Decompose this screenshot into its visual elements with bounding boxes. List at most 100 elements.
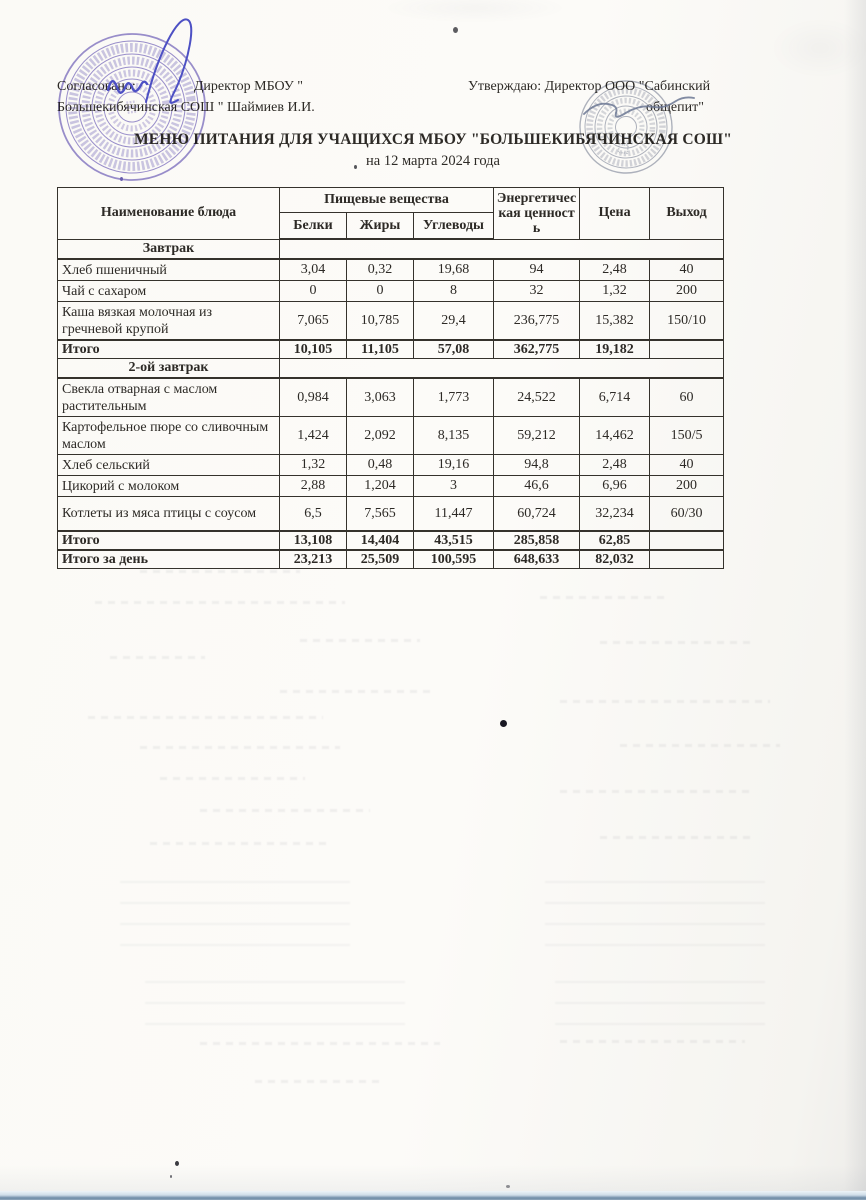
menu-row: Картофельное пюре со сливочным маслом 1,… (57, 416, 725, 455)
carbs-value: 29,4 (412, 301, 495, 341)
fat-value: 7,565 (346, 496, 414, 532)
protein-value: 3,04 (279, 258, 347, 281)
bleedthrough-line (255, 1080, 380, 1083)
output-value: 150/5 (649, 416, 725, 455)
dish-name: Хлеб пшеничный (57, 258, 280, 281)
dish-name: Картофельное пюре со сливочным маслом (57, 416, 280, 455)
protein-value: 0,984 (279, 377, 347, 417)
bleedthrough-line (110, 656, 205, 659)
bleedthrough-line (540, 596, 670, 599)
agreed-right-text: Директор МБОУ " (193, 79, 303, 94)
protein-value: 0 (279, 280, 347, 302)
table-header-row-1: Наименование блюда Пищевые вещества Энер… (57, 187, 725, 240)
output-value: 200 (649, 475, 725, 497)
energy-total: 648,633 (493, 549, 581, 569)
dish-name: Каша вязкая молочная из гречневой крупой (57, 301, 280, 341)
ink-speck (453, 27, 458, 33)
bleedthrough-line (140, 746, 340, 749)
energy-value: 94 (493, 258, 581, 281)
carbs-total: 57,08 (412, 339, 495, 359)
bleedthrough-line (600, 836, 750, 839)
fat-value: 2,092 (346, 416, 414, 455)
fat-total: 25,509 (346, 549, 414, 569)
carbs-value: 11,447 (412, 496, 495, 532)
fat-value: 3,063 (346, 377, 414, 417)
carbs-value: 19,16 (412, 454, 495, 476)
price-value: 2,48 (579, 258, 651, 281)
bleedthrough-block (555, 965, 765, 1025)
col-header-fat: Жиры (346, 212, 414, 240)
fat-value: 0 (346, 280, 414, 302)
col-header-nutrients: Пищевые вещества (278, 187, 495, 213)
price-value: 2,48 (579, 454, 651, 476)
dish-name: Котлеты из мяса птицы с соусом (57, 496, 280, 532)
menu-row: Хлеб сельский 1,32 0,48 19,16 94,8 2,48 … (57, 454, 725, 476)
output-value: 60/30 (649, 496, 725, 532)
fat-value: 10,785 (346, 301, 414, 341)
energy-total: 285,858 (493, 530, 581, 551)
dish-name: Чай с сахаром (57, 280, 280, 302)
bleedthrough-line (620, 744, 780, 747)
fat-total: 11,105 (346, 339, 414, 359)
scan-bottom-strip (0, 1191, 866, 1200)
director-signature (106, 18, 193, 104)
ink-speck (175, 1161, 179, 1166)
menu-row: Хлеб пшеничный 3,04 0,32 19,68 94 2,48 4… (57, 258, 725, 281)
total-row-breakfast: Итого 10,105 11,105 57,08 362,775 19,182 (57, 339, 725, 359)
bleedthrough-line (200, 809, 370, 812)
bleedthrough-block (145, 965, 405, 1025)
total-label: Итого (57, 339, 280, 359)
protein-total: 23,213 (279, 549, 347, 569)
section-name: 2-ой завтрак (57, 358, 280, 379)
bleedthrough-line (560, 790, 750, 793)
bleedthrough-line (560, 1040, 745, 1043)
price-total: 62,85 (579, 530, 651, 551)
ink-speck (506, 1185, 510, 1188)
col-header-protein: Белки (279, 212, 347, 240)
bleedthrough-line (300, 639, 420, 642)
output-total (649, 339, 725, 359)
page-title: МЕНЮ ПИТАНИЯ ДЛЯ УЧАЩИХСЯ МБОУ "БОЛЬШЕКИ… (133, 131, 733, 148)
table-header-row-2: Белки Жиры Углеводы (58, 212, 724, 240)
bleedthrough-line (88, 716, 323, 719)
dish-name: Хлеб сельский (57, 454, 280, 476)
carbs-value: 19,68 (412, 258, 495, 281)
fat-value: 0,32 (346, 258, 414, 281)
protein-value: 1,32 (279, 454, 347, 476)
output-total (649, 530, 725, 551)
ink-speck (170, 1175, 172, 1178)
total-label: Итого (57, 530, 280, 551)
total-row-day: Итого за день 23,213 25,509 100,595 648,… (57, 549, 725, 569)
section-row-breakfast: Завтрак (57, 238, 725, 260)
section-row-second-breakfast: 2-ой завтрак (57, 358, 725, 379)
bleedthrough-smudge (380, 0, 570, 22)
bleedthrough-line (560, 700, 770, 703)
col-header-energy: Энергетическая ценность (493, 187, 581, 240)
output-value: 40 (649, 454, 725, 476)
col-header-carbs: Углеводы (412, 212, 495, 240)
energy-value: 24,522 (493, 377, 581, 417)
section-empty (278, 358, 725, 379)
total-row-second-breakfast: Итого 13,108 14,404 43,515 285,858 62,85 (57, 530, 725, 551)
carbs-value: 3 (412, 475, 495, 497)
energy-value: 94,8 (493, 454, 581, 476)
menu-row: Свекла отварная с маслом растительным 0,… (57, 377, 725, 417)
dish-name: Свекла отварная с маслом растительным (57, 377, 280, 417)
price-value: 14,462 (579, 416, 651, 455)
bleedthrough-block (120, 876, 350, 946)
dish-name: Цикорий с молоком (57, 475, 280, 497)
menu-date: на 12 марта 2024 года (366, 153, 500, 169)
bleedthrough-line (140, 570, 300, 573)
bleedthrough-line (200, 1042, 440, 1045)
carbs-total: 100,595 (412, 549, 495, 569)
bleedthrough-line (160, 777, 305, 780)
ink-dot (500, 720, 507, 727)
col-header-output: Выход (649, 187, 725, 240)
ink-speck (354, 165, 357, 169)
price-total: 19,182 (579, 339, 651, 359)
bleedthrough-line (280, 690, 430, 693)
bleedthrough-block (545, 876, 765, 946)
menu-row: Каша вязкая молочная из гречневой крупой… (57, 301, 725, 341)
energy-value: 32 (493, 280, 581, 302)
